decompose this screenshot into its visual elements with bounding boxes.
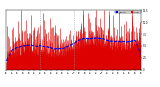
Legend: Median, Actual: Median, Actual — [115, 11, 141, 13]
